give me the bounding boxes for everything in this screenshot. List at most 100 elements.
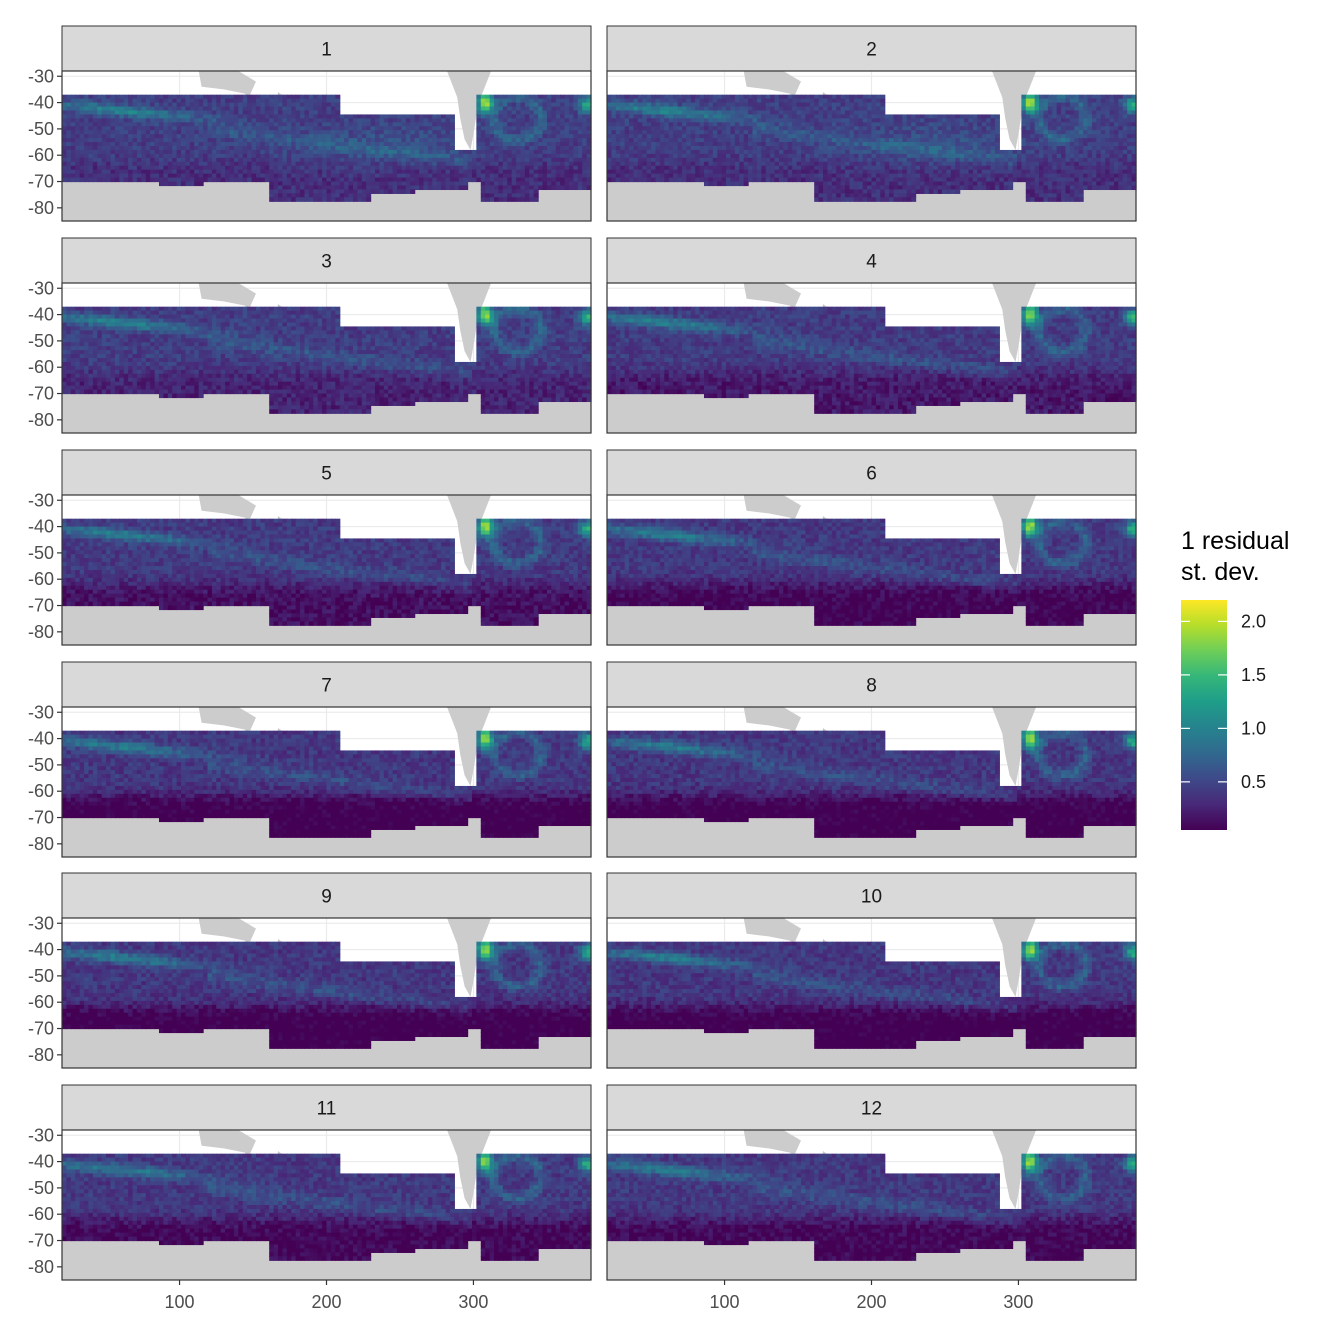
heatmap-cell	[75, 130, 80, 135]
heatmap-cell	[216, 118, 221, 123]
heatmap-cell	[520, 114, 525, 119]
heatmap-cell	[212, 107, 217, 112]
heatmap-cell	[265, 110, 270, 115]
heatmap-cell	[181, 146, 186, 151]
heatmap-cell	[494, 114, 499, 119]
heatmap-cell	[543, 103, 548, 108]
heatmap-cell	[573, 146, 578, 151]
heatmap-cell	[243, 114, 248, 119]
heatmap-cell	[357, 174, 362, 179]
heatmap-cell	[256, 134, 261, 139]
heatmap-cell	[494, 103, 499, 108]
heatmap-cell	[291, 99, 296, 104]
heatmap-cell	[494, 158, 499, 163]
heatmap-cell	[556, 130, 561, 135]
heatmap-cell	[543, 99, 548, 104]
heatmap-cell	[503, 174, 508, 179]
heatmap-cell	[371, 162, 376, 167]
heatmap-cell	[459, 158, 464, 163]
heatmap-cell	[80, 150, 85, 155]
heatmap-cell	[485, 154, 490, 159]
heatmap-cell	[190, 162, 195, 167]
heatmap-cell	[234, 170, 239, 175]
heatmap-cell	[190, 146, 195, 151]
heatmap-cell	[463, 182, 468, 187]
heatmap-cell	[212, 178, 217, 183]
heatmap-cell	[274, 138, 279, 143]
heatmap-cell	[185, 122, 190, 127]
heatmap-cell	[543, 142, 548, 147]
heatmap-cell	[207, 138, 212, 143]
heatmap-cell	[163, 134, 168, 139]
heatmap-cell	[401, 178, 406, 183]
heatmap-cell	[287, 154, 292, 159]
heatmap-cell	[296, 99, 301, 104]
heatmap-cell	[216, 99, 221, 104]
heatmap-cell	[203, 118, 208, 123]
heatmap-cell	[128, 162, 133, 167]
heatmap-cell	[256, 174, 261, 179]
heatmap-cell	[582, 118, 587, 123]
heatmap-cell	[102, 114, 107, 119]
heatmap-cell	[353, 182, 358, 187]
heatmap-cell	[150, 174, 155, 179]
heatmap-cell	[212, 158, 217, 163]
heatmap-cell	[137, 114, 142, 119]
heatmap-cell	[212, 134, 217, 139]
heatmap-cell	[216, 174, 221, 179]
heatmap-cell	[102, 146, 107, 151]
heatmap-cell	[207, 174, 212, 179]
heatmap-cell	[71, 146, 76, 151]
heatmap-cell	[560, 166, 565, 171]
heatmap-cell	[181, 126, 186, 131]
heatmap-cell	[410, 182, 415, 187]
heatmap-cell	[556, 158, 561, 163]
heatmap-cell	[384, 130, 389, 135]
heatmap-cell	[463, 185, 468, 190]
heatmap-cell	[498, 166, 503, 171]
heatmap-cell	[463, 154, 468, 159]
heatmap-cell	[446, 185, 451, 190]
heatmap-cell	[124, 178, 129, 183]
heatmap-cell	[274, 178, 279, 183]
heatmap-cell	[300, 114, 305, 119]
heatmap-cell	[287, 182, 292, 187]
heatmap-cell	[375, 170, 380, 175]
heatmap-cell	[71, 107, 76, 112]
heatmap-cell	[97, 126, 102, 131]
heatmap-cell	[115, 107, 120, 112]
heatmap-cell	[225, 138, 230, 143]
heatmap-cell	[353, 158, 358, 163]
heatmap-cell	[362, 185, 367, 190]
heatmap-cell	[419, 122, 424, 127]
heatmap-cell	[547, 158, 552, 163]
heatmap-cell	[185, 99, 190, 104]
heatmap-cell	[410, 154, 415, 159]
heatmap-cell	[366, 150, 371, 155]
heatmap-cell	[481, 114, 486, 119]
heatmap-cell	[481, 95, 486, 100]
heatmap-cell	[437, 170, 442, 175]
heatmap-cell	[529, 95, 534, 100]
heatmap-cell	[230, 178, 235, 183]
heatmap-cell	[441, 122, 446, 127]
heatmap-cell	[437, 178, 442, 183]
heatmap-cell	[207, 118, 212, 123]
heatmap-cell	[133, 126, 138, 131]
heatmap-cell	[243, 107, 248, 112]
heatmap-cell	[432, 122, 437, 127]
heatmap-cell	[278, 185, 283, 190]
heatmap-cell	[247, 107, 252, 112]
heatmap-cell	[66, 134, 71, 139]
heatmap-cell	[194, 130, 199, 135]
heatmap-cell	[353, 162, 358, 167]
heatmap-cell	[238, 103, 243, 108]
heatmap-cell	[543, 107, 548, 112]
heatmap-cell	[181, 138, 186, 143]
heatmap-cell	[375, 130, 380, 135]
heatmap-cell	[181, 114, 186, 119]
heatmap-cell	[525, 146, 530, 151]
heatmap-cell	[331, 185, 336, 190]
heatmap-cell	[379, 154, 384, 159]
heatmap-cell	[476, 142, 481, 147]
